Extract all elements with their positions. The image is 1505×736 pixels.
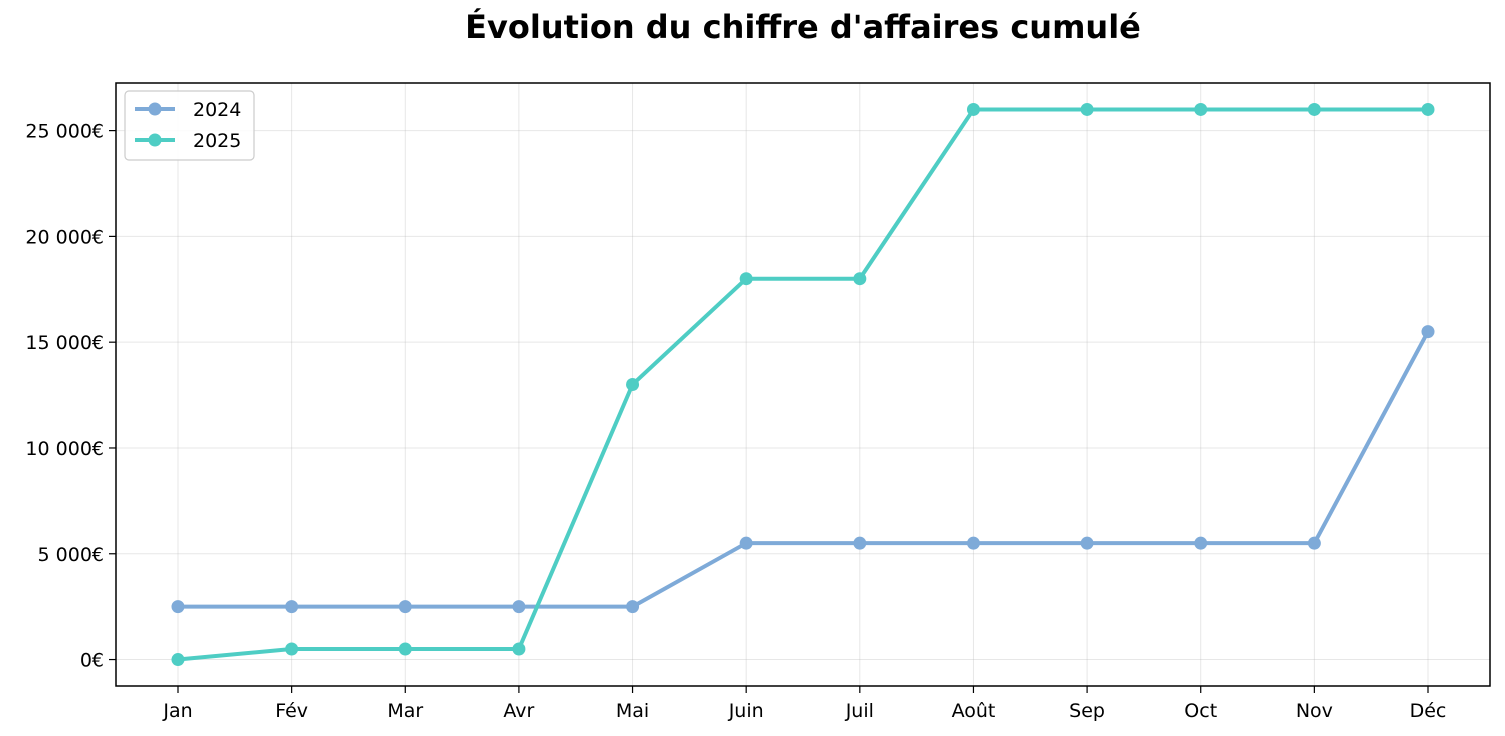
x-tick-label: Mai — [616, 700, 649, 722]
data-point-2024 — [1307, 536, 1321, 550]
y-tick-label: 10 000€ — [25, 438, 104, 460]
data-point-2024 — [285, 600, 299, 614]
x-tick-label: Juin — [728, 700, 764, 722]
x-tick-label: Juil — [845, 700, 874, 722]
data-point-2024 — [1194, 536, 1208, 550]
data-point-2025 — [1194, 102, 1208, 116]
data-point-2025 — [285, 642, 299, 656]
data-point-2025 — [626, 378, 640, 391]
data-point-2025 — [739, 272, 753, 286]
data-point-2025 — [1421, 102, 1435, 116]
x-tick-label: Août — [952, 700, 996, 722]
y-tick-label: 25 000€ — [25, 121, 104, 143]
x-axis: Jan Fév Mar Avr Mai Juin Juil Août Sep Oct Nov Déc — [162, 686, 1446, 722]
data-point-2025 — [398, 642, 412, 656]
x-tick-label: Mar — [387, 700, 423, 722]
legend-swatch-marker — [148, 102, 162, 116]
data-point-2025 — [1080, 102, 1094, 116]
x-tick-label: Avr — [503, 700, 534, 722]
chart-title: Évolution du chiffre d'affaires cumulé — [465, 8, 1141, 46]
plot-frame — [115, 82, 1491, 687]
data-point-2025 — [512, 642, 526, 656]
series-line-2024 — [176, 329, 1430, 609]
x-tick-label: Sep — [1069, 700, 1105, 722]
grid-lines — [116, 83, 1490, 686]
y-tick-label: 5 000€ — [38, 544, 104, 566]
data-point-2024 — [853, 536, 867, 550]
x-tick-label: Oct — [1184, 700, 1217, 722]
data-point-2025 — [853, 272, 867, 286]
legend-label: 2025 — [193, 130, 241, 152]
x-tick-label: Nov — [1296, 700, 1333, 722]
data-point-2024 — [398, 600, 412, 614]
data-point-2024 — [1421, 325, 1435, 339]
x-tick-label: Jan — [162, 700, 192, 722]
data-point-2025 — [966, 102, 980, 116]
data-point-2025 — [171, 653, 185, 667]
data-point-2024 — [512, 600, 526, 614]
y-tick-label: 20 000€ — [25, 226, 104, 248]
x-tick-label: Fév — [275, 700, 308, 722]
data-point-2024 — [966, 536, 980, 550]
y-tick-label: 15 000€ — [25, 332, 104, 354]
data-point-2024 — [739, 536, 753, 550]
legend: 2024 2025 — [124, 90, 255, 161]
legend-swatch-marker — [148, 133, 162, 147]
data-point-2024 — [171, 600, 185, 614]
data-point-2024 — [626, 600, 640, 614]
y-axis: 0€ 5 000€ 10 000€ 15 000€ 20 000€ 25 000€ — [25, 121, 116, 672]
y-tick-label: 0€ — [80, 650, 104, 672]
series-lines — [171, 102, 1435, 667]
x-tick-label: Déc — [1410, 700, 1447, 722]
legend-label: 2024 — [193, 99, 241, 121]
data-point-2024 — [1080, 536, 1094, 550]
data-point-2025 — [1307, 102, 1321, 116]
series-line-2025 — [176, 107, 1430, 662]
